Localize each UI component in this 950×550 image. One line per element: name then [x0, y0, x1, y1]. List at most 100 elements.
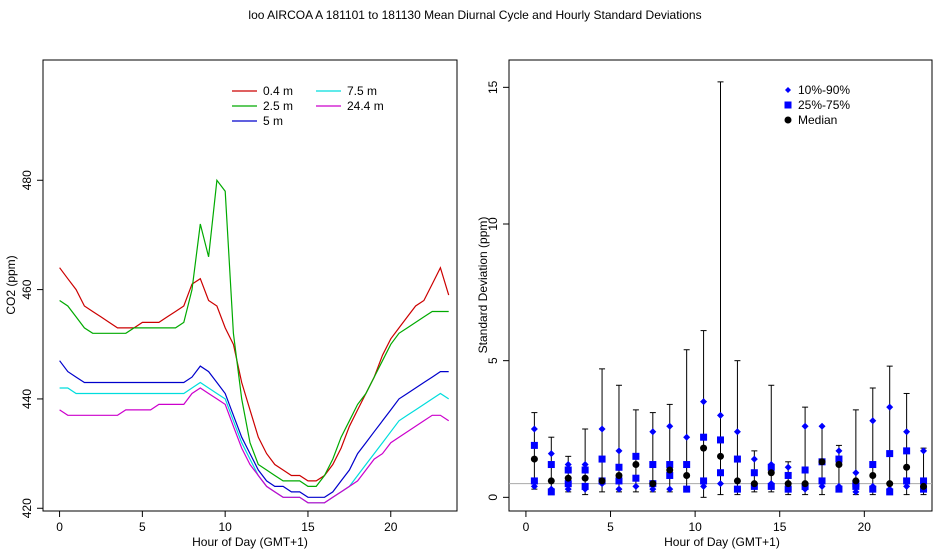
p75-square	[547, 461, 555, 469]
p25-square	[615, 477, 623, 485]
p10-p90-diamond	[632, 482, 640, 490]
stddev-panel: Hour of Day (GMT+1) Standard Deviation (…	[476, 59, 933, 549]
p10-p90-diamond	[818, 422, 826, 430]
median-dot	[666, 466, 674, 474]
p10-p90-diamond	[530, 425, 538, 433]
legend-label: 7.5 m	[347, 84, 377, 98]
median-dot	[750, 480, 758, 488]
p75-square	[767, 463, 775, 471]
median-dot	[717, 452, 724, 460]
p25-square	[733, 485, 741, 493]
p25-square	[767, 482, 775, 490]
x-tick-label: 5	[139, 520, 146, 534]
legend-label: 25%-75%	[798, 98, 850, 112]
median-dot	[615, 471, 623, 479]
p10-p90-diamond	[717, 480, 724, 488]
p75-square	[903, 447, 911, 455]
x-tick-label: 20	[384, 520, 398, 534]
median-dot	[649, 480, 657, 488]
p10-p90-diamond	[700, 482, 708, 490]
p10-p90-diamond	[852, 488, 860, 496]
median-dot	[852, 477, 860, 485]
p25-square	[547, 488, 555, 496]
y-tick-label: 0	[486, 494, 500, 501]
median-dot	[700, 444, 708, 452]
stddev-x-axis-label: Hour of Day (GMT+1)	[664, 535, 780, 549]
x-tick-label: 5	[607, 520, 614, 534]
p25-square	[564, 480, 572, 488]
p10-p90-diamond	[615, 447, 623, 455]
series-line-0-4-m	[59, 266, 450, 482]
median-dot	[801, 480, 809, 488]
p25-square	[700, 477, 708, 485]
p10-p90-diamond	[530, 482, 538, 490]
y-tick-label: 480	[20, 170, 34, 190]
median-dot	[835, 461, 843, 469]
legend-circle-icon	[784, 116, 792, 124]
p10-p90-diamond	[733, 428, 741, 436]
co2-x-ticks: 0 5 10 15 20	[56, 511, 398, 534]
series-line-7-5-m	[59, 381, 450, 504]
stddev-plot-frame	[508, 59, 933, 512]
p10-p90-diamond	[666, 485, 674, 493]
p10-p90-diamond	[649, 428, 657, 436]
p75-square	[784, 471, 792, 479]
co2-plot-frame	[42, 59, 458, 512]
median-dot	[869, 471, 877, 479]
p75-square	[649, 461, 657, 469]
p10-p90-diamond	[649, 485, 657, 493]
p75-square	[733, 455, 741, 463]
p75-square	[886, 450, 894, 458]
y-tick-label: 15	[486, 80, 500, 94]
median-dot	[920, 482, 928, 490]
p25-square	[818, 477, 826, 485]
p75-square	[615, 463, 623, 471]
median-dot	[564, 474, 572, 482]
p75-square	[683, 461, 691, 469]
p25-square	[835, 485, 843, 493]
co2-series-lines	[59, 178, 450, 504]
p10-p90-diamond	[598, 425, 606, 433]
y-tick-label: 440	[20, 389, 34, 409]
legend-label: 24.4 m	[347, 99, 384, 113]
p25-square	[683, 485, 691, 493]
p75-square	[920, 477, 928, 485]
p75-square	[581, 466, 589, 474]
median-dot	[598, 477, 606, 485]
median-dot	[530, 455, 538, 463]
x-tick-label: 0	[523, 520, 530, 534]
p10-p90-diamond	[920, 447, 928, 455]
p25-square	[530, 477, 538, 485]
p75-square	[564, 466, 572, 474]
p10-p90-diamond	[903, 428, 911, 436]
p10-p90-diamond	[835, 447, 843, 455]
p75-square	[717, 436, 724, 444]
p10-p90-diamond	[801, 422, 809, 430]
p10-p90-diamond	[547, 450, 555, 458]
p10-p90-diamond	[886, 403, 894, 411]
p10-p90-diamond	[852, 469, 860, 477]
p75-square	[835, 455, 843, 463]
p75-square	[666, 461, 674, 469]
legend-label: 10%-90%	[798, 83, 850, 97]
x-tick-label: 15	[301, 520, 315, 534]
p75-square	[869, 461, 877, 469]
legend-label: Median	[798, 113, 837, 127]
legend-square-icon	[784, 101, 792, 109]
y-tick-label: 420	[20, 498, 34, 518]
legend-diamond-icon	[785, 87, 791, 93]
p10-p90-diamond	[784, 463, 792, 471]
median-dot	[903, 463, 911, 471]
x-tick-label: 10	[688, 520, 702, 534]
co2-legend: 0.4 m2.5 m5 m 7.5 m24.4 m	[232, 84, 384, 128]
p10-p90-diamond	[717, 411, 724, 419]
p10-p90-diamond	[581, 461, 589, 469]
p10-p90-diamond	[666, 422, 674, 430]
p75-square	[801, 466, 809, 474]
p10-p90-diamond	[750, 455, 758, 463]
p25-square	[632, 474, 640, 482]
stddev-x-ticks: 0 5 10 15 20	[523, 511, 871, 534]
p75-square	[700, 433, 708, 441]
p75-square	[632, 452, 640, 460]
